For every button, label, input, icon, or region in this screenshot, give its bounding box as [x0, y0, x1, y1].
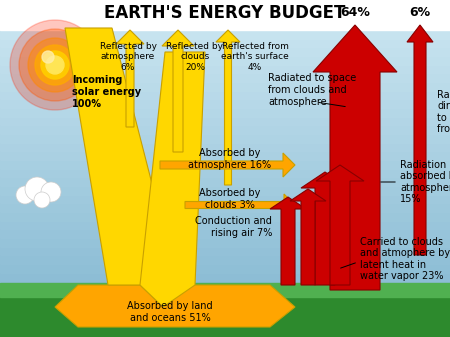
Bar	[0, 64, 450, 73]
Text: Radiated
directly
to space
from earth: Radiated directly to space from earth	[437, 90, 450, 134]
Bar	[0, 29, 450, 39]
Text: Absorbed by land
and oceans 51%: Absorbed by land and oceans 51%	[127, 301, 213, 323]
Bar	[0, 168, 450, 177]
Bar	[0, 228, 450, 238]
Circle shape	[41, 182, 61, 202]
Polygon shape	[216, 30, 240, 185]
Bar	[0, 98, 450, 108]
Polygon shape	[407, 25, 433, 255]
Text: Incoming
solar energy
100%: Incoming solar energy 100%	[72, 75, 141, 109]
Bar	[0, 150, 450, 160]
Polygon shape	[160, 153, 295, 177]
Circle shape	[35, 45, 75, 85]
Circle shape	[16, 186, 34, 204]
Circle shape	[19, 29, 91, 101]
Text: Radiated to space
from clouds and
atmosphere: Radiated to space from clouds and atmosp…	[268, 73, 356, 106]
Bar	[0, 185, 450, 195]
Polygon shape	[270, 197, 306, 285]
Bar	[0, 220, 450, 229]
Bar	[0, 263, 450, 273]
Bar	[0, 283, 450, 297]
Text: Conduction and
rising air 7%: Conduction and rising air 7%	[195, 216, 272, 238]
Circle shape	[46, 56, 64, 74]
Polygon shape	[313, 25, 397, 290]
Bar	[0, 133, 450, 143]
Text: 64%: 64%	[340, 6, 370, 19]
Bar	[0, 46, 450, 56]
Text: Absorbed by
atmosphere 16%: Absorbed by atmosphere 16%	[189, 148, 271, 170]
Circle shape	[34, 192, 50, 208]
Bar	[0, 38, 450, 47]
Bar	[0, 81, 450, 91]
Bar	[0, 176, 450, 186]
Bar	[0, 287, 450, 337]
Bar	[0, 116, 450, 125]
Circle shape	[41, 51, 69, 79]
Bar	[0, 90, 450, 99]
Bar	[0, 246, 450, 255]
Bar	[0, 55, 450, 65]
Circle shape	[42, 51, 54, 63]
Text: Absorbed by
clouds 3%: Absorbed by clouds 3%	[199, 188, 261, 210]
Bar	[0, 202, 450, 212]
Polygon shape	[65, 28, 178, 307]
Bar	[0, 194, 450, 203]
Polygon shape	[116, 30, 144, 127]
Circle shape	[25, 177, 49, 201]
Text: Reflected by
atmosphere
6%: Reflected by atmosphere 6%	[99, 42, 157, 72]
Text: Carried to clouds
and atmophere by
latent heat in
water vapor 23%: Carried to clouds and atmophere by laten…	[360, 237, 450, 281]
Polygon shape	[301, 172, 349, 285]
Polygon shape	[290, 189, 326, 285]
Bar	[0, 107, 450, 117]
Bar	[0, 159, 450, 168]
Bar	[0, 272, 450, 281]
Bar	[0, 0, 450, 30]
Circle shape	[28, 38, 82, 92]
Text: Reflected by
clouds
20%: Reflected by clouds 20%	[166, 42, 224, 72]
Bar	[0, 280, 450, 290]
Polygon shape	[140, 52, 205, 307]
Text: EARTH'S ENERGY BUDGET: EARTH'S ENERGY BUDGET	[104, 4, 346, 22]
Polygon shape	[55, 285, 295, 327]
Bar	[0, 124, 450, 134]
Polygon shape	[185, 194, 295, 216]
Circle shape	[10, 20, 100, 110]
Text: Reflected from
earth's surface
4%: Reflected from earth's surface 4%	[221, 42, 289, 72]
Bar	[0, 254, 450, 264]
Polygon shape	[316, 165, 364, 285]
Bar	[0, 72, 450, 82]
Polygon shape	[162, 30, 194, 152]
Text: 6%: 6%	[410, 6, 431, 19]
Text: Radiation
absorbed by
atmosphere
15%: Radiation absorbed by atmosphere 15%	[400, 160, 450, 205]
Bar	[0, 211, 450, 221]
Bar	[0, 142, 450, 151]
Bar	[0, 237, 450, 247]
